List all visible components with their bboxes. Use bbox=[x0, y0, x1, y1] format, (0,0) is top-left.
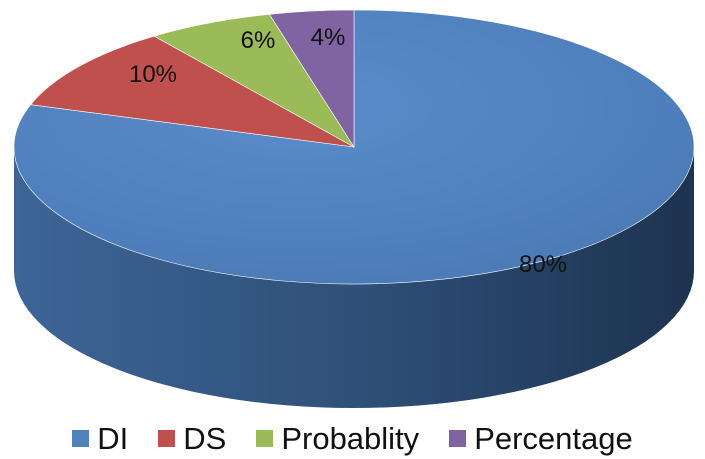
pie-chart: 80% 10% 6% 4% bbox=[13, 9, 695, 408]
legend-label-probablity: Probablity bbox=[281, 420, 420, 456]
legend-swatch-ds bbox=[158, 429, 176, 447]
pie-side-wall bbox=[14, 147, 694, 408]
legend-label-ds: DS bbox=[183, 420, 227, 456]
data-label-ds: 10% bbox=[129, 61, 177, 88]
slice-probablity bbox=[153, 13, 355, 148]
slice-percentage bbox=[268, 9, 355, 149]
slice-ds bbox=[30, 35, 355, 148]
pie-data-labels: 80% 10% 6% 4% bbox=[129, 24, 567, 278]
data-label-probablity: 6% bbox=[241, 27, 276, 54]
legend-item-di: DI bbox=[72, 423, 128, 454]
legend-swatch-percentage bbox=[449, 429, 467, 447]
data-label-percentage: 4% bbox=[311, 24, 346, 51]
legend-label-percentage: Percentage bbox=[474, 420, 633, 456]
legend-item-percentage: Percentage bbox=[449, 423, 633, 454]
legend: DI DS Probablity Percentage bbox=[0, 418, 705, 458]
legend-swatch-probablity bbox=[256, 429, 274, 447]
data-label-di: 80% bbox=[519, 251, 567, 278]
pie-top-face bbox=[13, 9, 695, 285]
legend-swatch-di bbox=[72, 429, 90, 447]
legend-item-probablity: Probablity bbox=[256, 423, 419, 454]
pie-side-wall-di bbox=[14, 147, 694, 408]
legend-label-di: DI bbox=[97, 420, 129, 456]
legend-item-ds: DS bbox=[158, 423, 226, 454]
